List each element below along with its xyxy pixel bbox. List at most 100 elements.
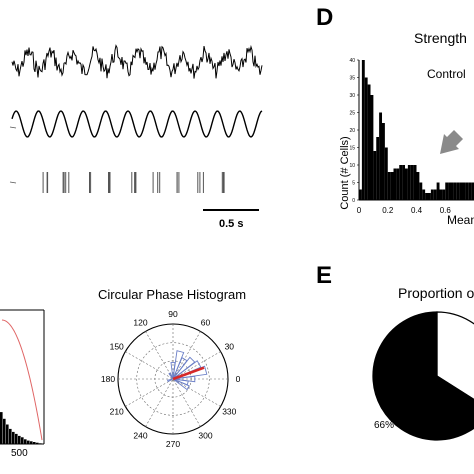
polar-label-8: 210 [110,407,124,417]
xtick-label-1: 0.2 [382,206,394,215]
ytick-label-0: 0 [352,198,355,204]
polar-grid [117,323,229,435]
bar-6 [376,137,380,200]
panel-letter-d: D [316,4,334,31]
bar-5 [373,151,377,200]
bar-4 [370,95,374,200]
bar-1 [361,60,365,200]
mean-vector [172,366,205,381]
bar-24 [428,193,431,200]
rose-wedge-10 [166,378,174,383]
isi-bar-7 [21,437,24,444]
polar-label-5: 300 [198,430,212,440]
isi-tick-label: 500 [11,448,28,459]
ytick-label-4: 20 [349,128,355,134]
bar-18 [410,165,414,200]
rose-wedge-8 [172,378,189,386]
bar-17 [407,165,411,200]
bar-7 [379,112,383,200]
ytick-label-5: 25 [349,111,355,117]
bar-38 [468,182,472,200]
rose-wedge-7 [170,362,176,380]
bar-32 [451,182,454,200]
ytick-label-7: 35 [349,76,355,82]
bar-20 [416,172,420,200]
proportion-title: Proportion o [398,285,474,301]
ytick-label-8: 40 [349,58,355,64]
isi-bar-6 [18,435,21,444]
strength-title: Strength [414,30,467,46]
bar-34 [456,182,460,200]
isi-bar-11 [33,442,36,444]
isi-bar-8 [24,439,27,444]
polar-label-1: 60 [201,318,211,328]
bar-19 [413,165,417,200]
bar-23 [425,193,429,200]
bar-8 [382,123,385,200]
pie-slice-0 [436,311,474,401]
trace-tick [9,126,17,129]
isi-bars [0,412,42,444]
isi-histogram: 500 [0,309,45,459]
bar-29 [442,189,446,200]
lfp-raw-trace [11,44,263,79]
spike-raster [42,172,225,193]
polar-label-0: 90 [168,309,178,319]
polar-label-3: 0 [236,374,241,384]
bar-9 [384,147,388,200]
x-axis-ticks: 0 0.2 0.4 0.6 [357,206,452,215]
rose-wedge-9 [168,372,174,380]
polar-label-10: 150 [110,342,124,352]
isi-bar-9 [27,440,30,444]
bar-13 [396,168,400,200]
ytick-label-2: 10 [349,163,355,169]
polar-label-2: 30 [225,342,235,352]
ylabel: Count (# Cells) [339,136,351,209]
bar-26 [433,189,437,200]
polar-label-11: 120 [133,318,147,328]
bar-3 [367,84,371,200]
polar-title: Circular Phase Histogram [98,287,247,302]
bar-21 [419,182,423,200]
bar-39 [471,182,474,200]
polar-label-9: 180 [101,374,115,384]
bar-36 [462,182,466,200]
ytick-label-6: 30 [349,93,355,99]
trace-panel: 0.5 s [9,44,263,230]
bar-31 [448,182,451,200]
bar-16 [405,168,408,200]
isi-bar-2 [6,424,9,444]
bar-0 [359,189,362,200]
isi-bar-12 [36,442,39,444]
pie-label-66: 66% [374,420,394,431]
polar-label-7: 240 [133,430,147,440]
bar-22 [422,189,426,200]
bar-25 [430,189,434,200]
bar-35 [459,182,463,200]
polar-label-6: 270 [166,439,180,449]
isi-bar-1 [3,418,6,444]
scale-bar-label: 0.5 s [219,218,243,230]
isi-bar-10 [30,441,33,444]
ytick-label-1: 5 [352,181,355,187]
pie-slice-1 [372,311,474,441]
gray-arrow-icon [440,130,463,154]
isi-bar-0 [0,412,3,444]
bar-28 [439,189,443,200]
strength-histogram: Count (# Cells) 0 5 10 15 20 25 30 35 40 0 0.2 0.4… [339,58,474,227]
bar-10 [387,172,391,200]
xtick-label-2: 0.4 [411,206,423,215]
bar-11 [390,172,394,200]
filtered-sine-trace [11,110,263,138]
bar-27 [436,182,440,200]
xlabel: Mean [447,213,474,227]
polar-ring-1 [136,342,210,416]
xtick-label-0: 0 [357,206,362,215]
bar-33 [453,182,457,200]
isi-bar-4 [12,431,15,444]
raster-tick [9,181,17,184]
bar-15 [402,165,406,200]
xtick-label-3: 0.6 [440,206,452,215]
pie-slices [372,311,474,441]
